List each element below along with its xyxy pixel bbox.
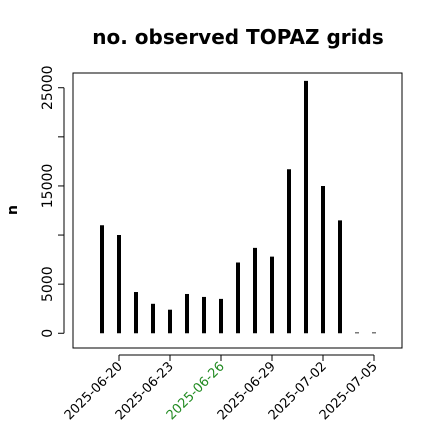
y-axis-label: n xyxy=(5,205,21,215)
y-tick-label-5000: 5000 xyxy=(40,266,56,302)
bar-series xyxy=(100,80,376,334)
plot-frame xyxy=(72,72,403,349)
y-tick-label-15000: 15000 xyxy=(40,164,56,209)
y-axis: 0 5000 15000 25000 xyxy=(40,65,65,338)
y-tick-label-0: 0 xyxy=(40,329,56,338)
y-tick-label-25000: 25000 xyxy=(40,65,56,110)
x-axis: 2025-06-202025-06-232025-06-262025-06-29… xyxy=(62,354,381,423)
chart-title: no. observed TOPAZ grids xyxy=(92,25,383,49)
